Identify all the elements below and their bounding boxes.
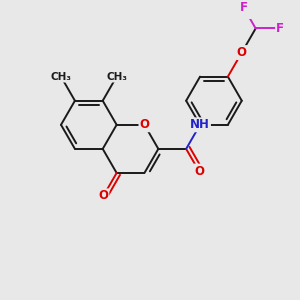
Text: F: F xyxy=(239,1,247,14)
Text: CH₃: CH₃ xyxy=(106,72,127,82)
Text: O: O xyxy=(194,164,204,178)
Text: O: O xyxy=(237,46,247,59)
Text: NH: NH xyxy=(190,118,210,131)
Text: O: O xyxy=(98,189,108,202)
Text: O: O xyxy=(140,118,149,131)
Text: CH₃: CH₃ xyxy=(50,72,71,82)
Text: F: F xyxy=(276,22,284,35)
